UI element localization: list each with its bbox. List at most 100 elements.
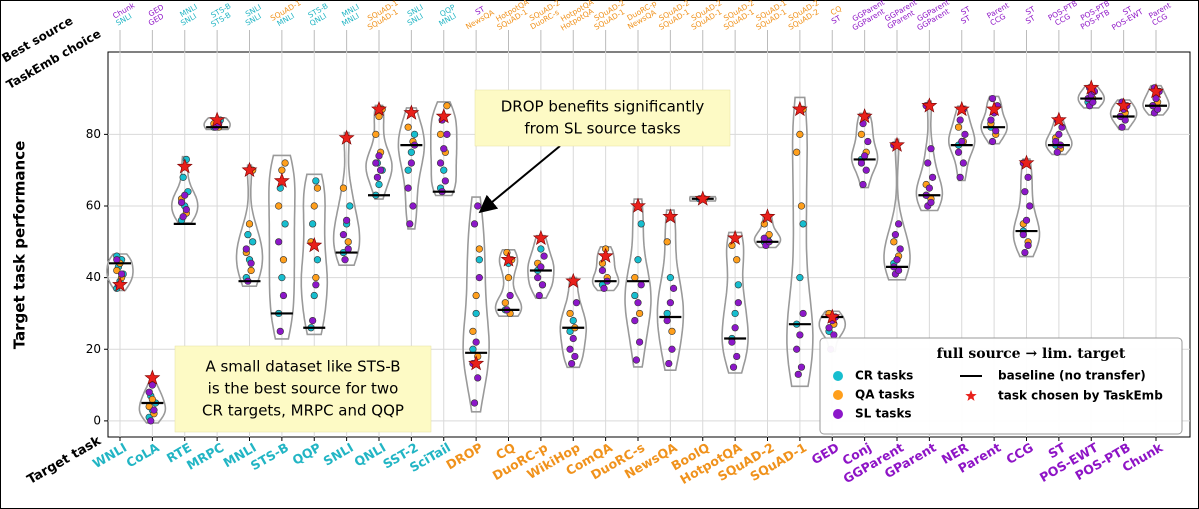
data-point (598, 266, 607, 275)
data-point (925, 184, 933, 192)
data-point (470, 220, 479, 228)
taskemb-star (273, 172, 290, 188)
violin (656, 209, 685, 371)
data-point (344, 238, 352, 246)
y-tick-label: 40 (86, 270, 101, 284)
data-point (796, 130, 804, 138)
data-point (927, 198, 935, 207)
data-point (278, 166, 286, 174)
data-point (566, 345, 574, 353)
data-point (346, 202, 354, 210)
data-point (375, 180, 383, 189)
plot-frame (107, 51, 1191, 438)
data-point (731, 324, 739, 332)
data-point (572, 299, 581, 307)
data-point (796, 331, 804, 339)
data-point (472, 338, 480, 346)
legend-star (965, 390, 977, 401)
violin (106, 253, 134, 292)
data-point (1052, 137, 1060, 146)
data-point (279, 256, 288, 264)
data-point (537, 263, 545, 271)
violin (591, 246, 620, 292)
data-point (729, 363, 738, 371)
data-point (857, 159, 866, 167)
data-point (632, 356, 641, 364)
violin (365, 104, 393, 200)
data-point (894, 220, 903, 228)
data-point (534, 274, 542, 282)
taskemb-star (176, 158, 193, 174)
data-point (407, 148, 415, 156)
taskemb-star (953, 100, 970, 117)
data-point (568, 359, 576, 368)
data-point (956, 116, 964, 124)
taskemb-label: ST (1024, 13, 1037, 26)
data-point (799, 220, 807, 228)
data-point (148, 381, 156, 389)
data-point (861, 152, 869, 160)
legend-label: QA tasks (855, 388, 915, 402)
data-point (959, 159, 967, 167)
data-point (669, 284, 678, 292)
data-point (961, 130, 969, 138)
data-point (372, 159, 380, 167)
annotation-box (174, 345, 432, 433)
data-point (954, 148, 963, 156)
taskemb-star (112, 276, 128, 292)
taskemb-star (727, 229, 744, 245)
data-point (475, 274, 483, 282)
taskemb-star (403, 104, 420, 120)
annotation-text: from SL source tasks (524, 120, 680, 138)
data-point (665, 359, 673, 368)
data-point (436, 159, 445, 167)
violin (332, 131, 361, 266)
data-point (404, 123, 412, 131)
data-point (373, 173, 382, 181)
data-point (992, 127, 1000, 135)
data-point (635, 309, 644, 318)
legend-title: full source → lim. target (937, 346, 1126, 362)
data-point (566, 309, 574, 318)
annotation-text: is the best source for two (208, 380, 399, 398)
violin (430, 101, 458, 197)
legend-label: CR tasks (855, 369, 913, 383)
legend-label: task chosen by TaskEmb (998, 389, 1163, 403)
taskemb-star (1148, 83, 1164, 99)
best-source-label: ST (1121, 4, 1134, 17)
data-point (954, 123, 963, 131)
data-point (404, 166, 412, 174)
legend-swatch (833, 371, 843, 381)
data-point (569, 334, 577, 343)
taskemb-star (856, 108, 873, 124)
taskemb-star (306, 237, 323, 253)
taskemb-star (630, 197, 646, 213)
data-point (927, 145, 935, 153)
data-point (474, 374, 482, 382)
data-point (279, 291, 288, 300)
y-tick-label: 20 (86, 342, 101, 356)
data-point (799, 309, 807, 318)
taskemb-star (662, 208, 679, 224)
data-point (893, 256, 901, 264)
data-point (148, 395, 156, 403)
violin (689, 195, 717, 202)
data-point (249, 238, 257, 246)
data-point (281, 220, 289, 228)
data-point (310, 291, 318, 300)
data-point (637, 220, 645, 228)
data-point (375, 112, 383, 121)
data-point (663, 317, 671, 325)
annotation-text: CR targets, MRPC and QQP (202, 402, 404, 420)
data-point (242, 245, 250, 253)
data-point (797, 202, 806, 210)
data-point (179, 173, 187, 181)
data-point (635, 338, 644, 346)
data-point (501, 299, 509, 307)
data-point (281, 159, 289, 167)
data-point (247, 266, 255, 275)
data-point (634, 299, 642, 307)
legend-swatch (833, 390, 843, 400)
violin (171, 155, 199, 224)
data-point (313, 256, 322, 264)
